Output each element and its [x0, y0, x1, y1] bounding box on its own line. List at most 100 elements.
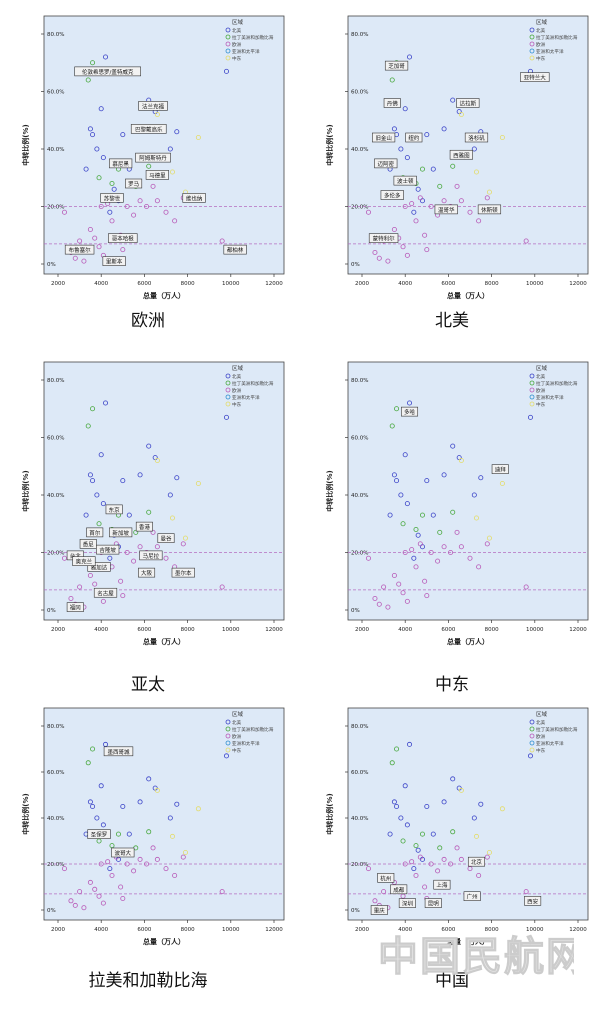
data-point: [172, 872, 178, 878]
data-point: [391, 472, 397, 478]
data-point: [77, 584, 83, 590]
data-point: [400, 590, 406, 596]
data-label: 维也纳: [186, 194, 203, 202]
legend-marker: [529, 719, 535, 725]
data-label-box: [374, 158, 398, 169]
legend-marker: [225, 373, 231, 379]
panel-north-america: 0% 20.0% 40.0% 60.0% 80.0% 2000 4000 6000 8000 10…: [312, 8, 592, 331]
data-label-box: [524, 896, 542, 906]
data-label: 雅加达: [91, 563, 108, 571]
data-point: [478, 801, 484, 807]
data-point: [394, 478, 400, 484]
x-tick-label: 12000: [265, 927, 283, 933]
data-point: [195, 135, 201, 141]
data-point: [407, 54, 413, 60]
data-label-box: [138, 567, 156, 578]
data-point: [407, 400, 413, 406]
data-label: 亚特兰大: [524, 74, 547, 82]
plot-area: [43, 707, 285, 921]
data-point: [90, 132, 96, 138]
data-point: [120, 478, 126, 484]
x-tick-label: 8000: [485, 281, 499, 287]
data-point: [458, 856, 464, 862]
panel-caption: 欧洲: [131, 311, 165, 331]
data-point: [450, 776, 456, 782]
legend-entry: 欧洲: [536, 733, 546, 740]
data-label: 布鲁塞尔: [69, 246, 92, 254]
data-point: [94, 492, 100, 498]
y-tick-label: 20.0%: [47, 862, 64, 868]
x-tick-label: 12000: [569, 281, 587, 287]
data-point: [484, 195, 490, 201]
data-point: [98, 106, 104, 112]
legend-entry: 北美: [536, 27, 546, 34]
data-point: [120, 593, 126, 599]
x-tick-label: 2000: [51, 281, 65, 287]
legend-marker: [225, 726, 231, 732]
data-point: [407, 741, 413, 747]
data-point: [180, 854, 186, 860]
data-point: [419, 831, 425, 837]
data-point: [467, 555, 473, 561]
data-point: [527, 753, 533, 759]
data-point: [413, 872, 419, 878]
data-point: [400, 244, 406, 250]
data-label: 波士顿: [397, 177, 414, 185]
data-point: [402, 861, 408, 867]
data-point: [195, 806, 201, 812]
panel-caption: 中东: [435, 675, 469, 695]
data-label-box: [109, 158, 133, 169]
x-tick-label: 2000: [51, 627, 65, 633]
plot-area: [347, 707, 589, 921]
data-point: [394, 804, 400, 810]
data-point: [223, 753, 229, 759]
x-axis-label: 总量（万人）: [143, 937, 185, 946]
legend-marker: [529, 373, 535, 379]
data-point: [409, 547, 415, 553]
x-tick-label: 6000: [441, 927, 455, 933]
data-label-box: [109, 527, 133, 538]
data-point: [124, 203, 130, 209]
data-label-box: [135, 152, 171, 163]
legend-marker: [225, 387, 231, 393]
data-point: [154, 198, 160, 204]
data-point: [109, 180, 115, 186]
panel-caption: 中国: [435, 971, 469, 991]
data-label-box: [463, 891, 481, 901]
y-tick-label: 40.0%: [351, 493, 368, 499]
data-label: 香港: [139, 523, 151, 531]
data-point: [428, 861, 434, 867]
data-point: [499, 481, 505, 487]
x-tick-label: 2000: [355, 627, 369, 633]
legend-marker: [529, 380, 535, 386]
panel-caption: 亚太: [131, 675, 165, 695]
data-point: [219, 889, 225, 895]
data-point: [402, 452, 408, 458]
data-label-box: [182, 193, 206, 203]
data-label-box: [105, 504, 123, 515]
legend-entry: 中东: [232, 55, 242, 62]
x-axis-label: 总量（万人）: [143, 291, 185, 300]
data-point: [381, 584, 387, 590]
data-point: [458, 112, 464, 118]
data-point: [92, 886, 98, 892]
data-point: [417, 541, 423, 547]
legend-title: 区域: [232, 710, 244, 718]
data-point: [473, 515, 479, 521]
data-point: [411, 555, 417, 561]
data-point: [100, 822, 106, 828]
data-point: [454, 529, 460, 535]
data-point: [417, 854, 423, 860]
data-label: 曼谷: [160, 535, 172, 543]
data-point: [454, 845, 460, 851]
y-tick-label: 60.0%: [47, 436, 64, 442]
legend-entry: 欧洲: [232, 733, 242, 740]
data-label: 大阪: [141, 569, 153, 577]
x-tick-label: 10000: [526, 927, 544, 933]
data-point: [398, 492, 404, 498]
data-point: [404, 501, 410, 507]
data-label: 罗马: [128, 180, 140, 188]
legend-marker: [529, 41, 535, 47]
x-axis-label: 总量（万人）: [447, 291, 489, 300]
legend-marker: [225, 719, 231, 725]
